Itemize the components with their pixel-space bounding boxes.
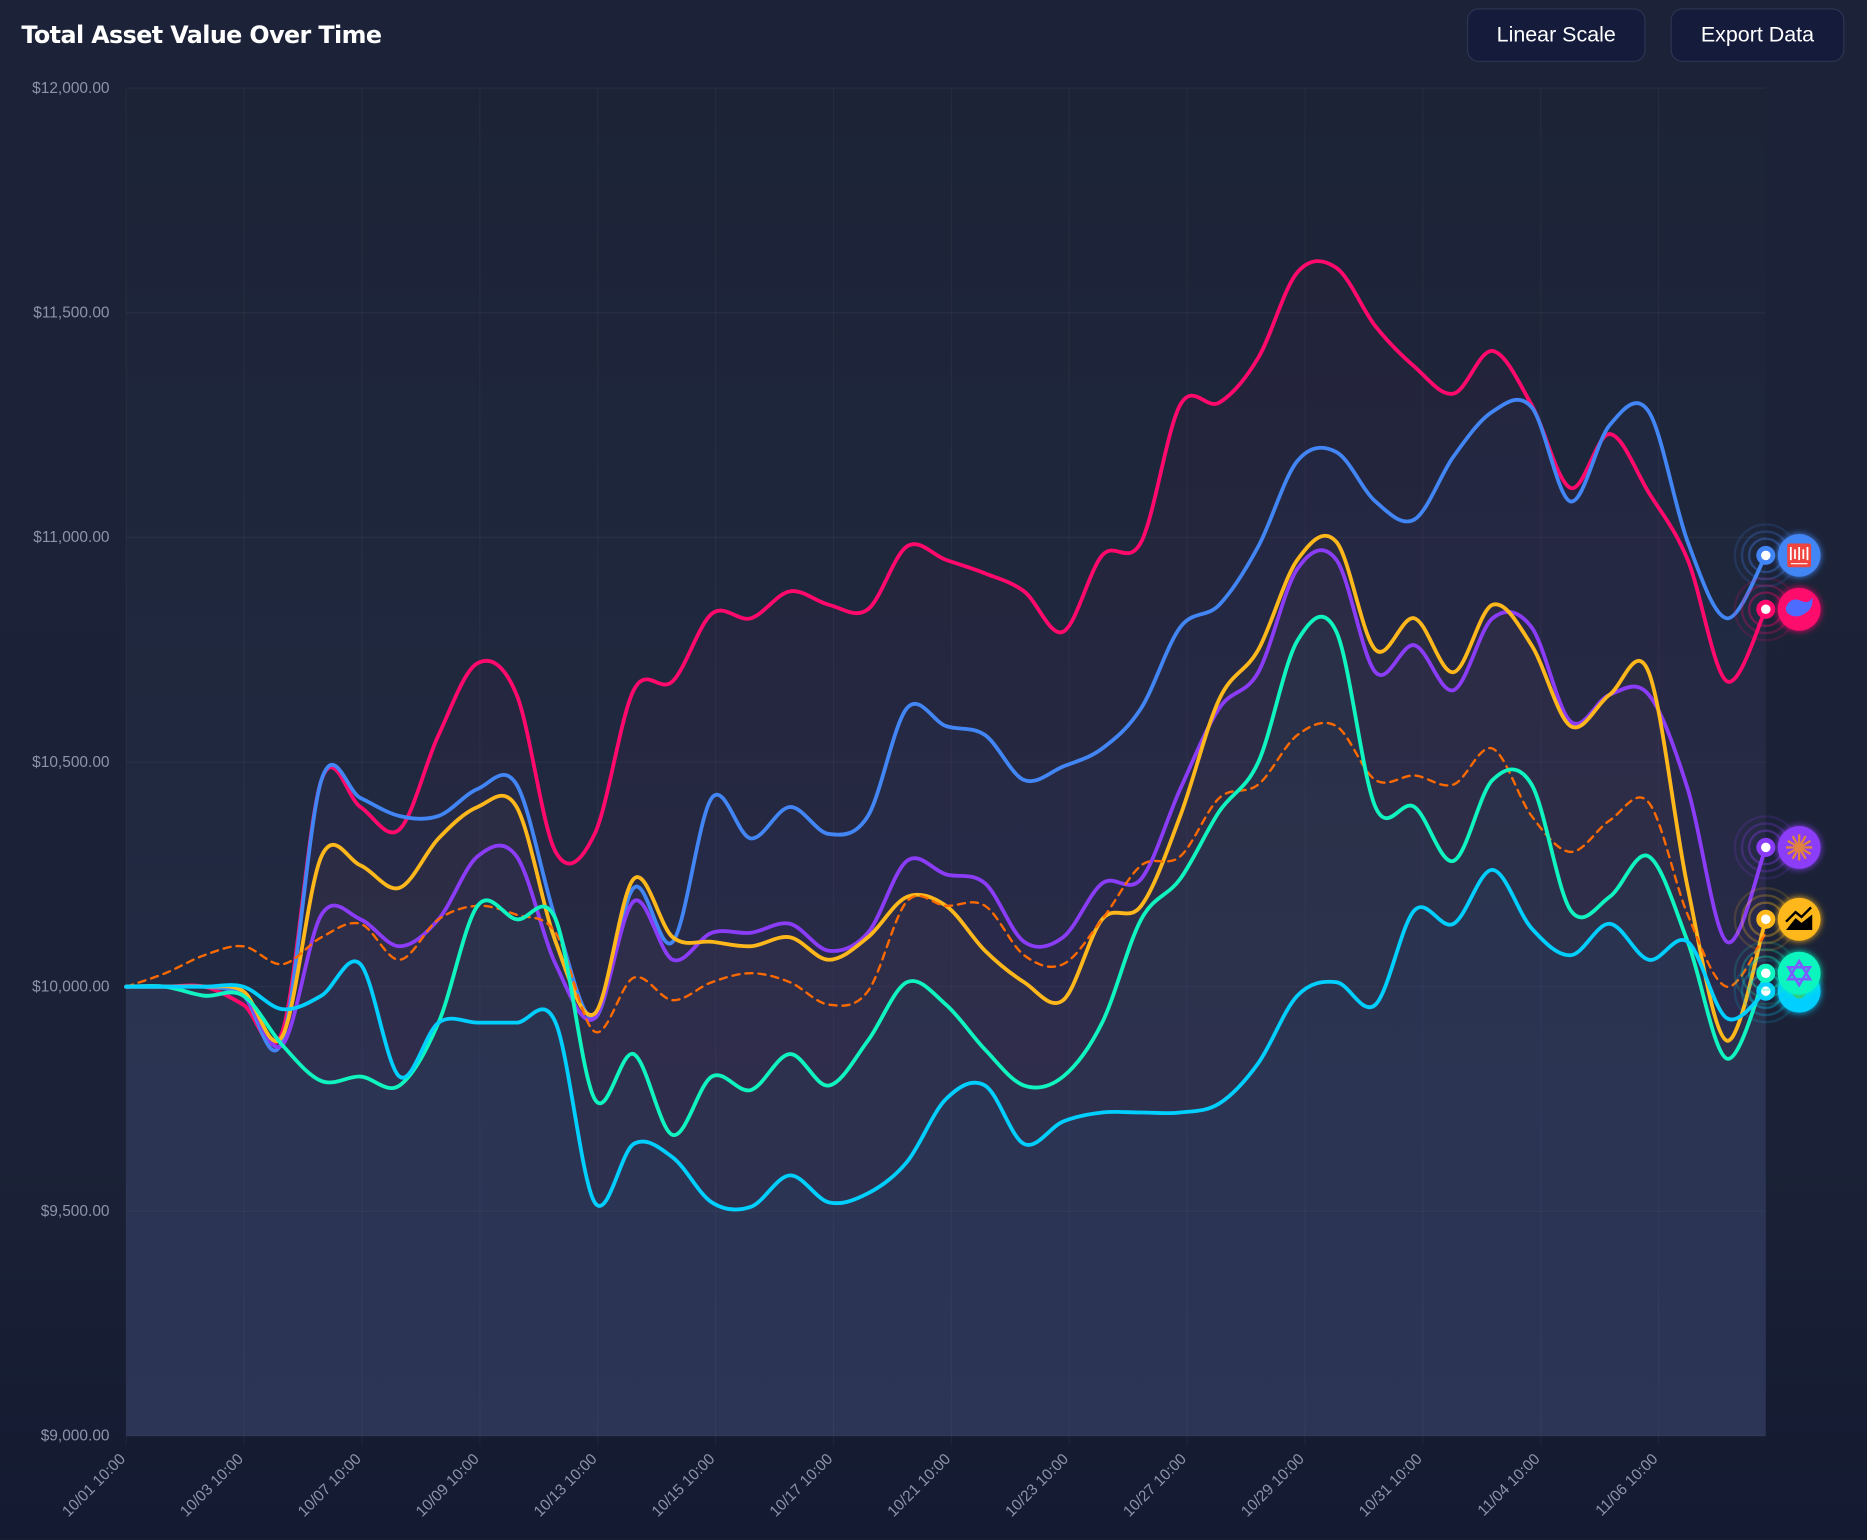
series-end-marker: [1733, 523, 1821, 588]
x-tick-label: 10/09 10:00: [413, 1451, 483, 1521]
x-tick-label: 10/03 10:00: [177, 1451, 247, 1521]
series-end-marker: [1733, 577, 1821, 642]
page-title: Total Asset Value Over Time: [21, 20, 382, 49]
x-tick-label: 10/15 10:00: [649, 1451, 719, 1521]
whale-logo-icon: [1785, 597, 1813, 617]
y-tick-label: $10,000.00: [32, 978, 109, 995]
y-tick-label: $11,000.00: [33, 529, 109, 546]
y-tick-label: $12,000.00: [32, 80, 109, 97]
y-tick-label: $9,500.00: [41, 1203, 110, 1220]
x-tick-label: 10/31 10:00: [1356, 1451, 1426, 1521]
end-dot-center: [1761, 986, 1771, 996]
series-line: [124, 397, 1768, 1053]
x-tick-label: 10/01 10:00: [59, 1451, 129, 1521]
linear-scale-button[interactable]: Linear Scale: [1466, 8, 1646, 62]
end-dot-center: [1761, 842, 1771, 853]
series-line: [124, 548, 1768, 1050]
end-dot-center: [1761, 968, 1771, 978]
x-tick-label: 10/23 10:00: [1002, 1451, 1072, 1521]
end-dot-center: [1761, 550, 1771, 561]
series-end-marker: [1733, 815, 1821, 880]
starburst-logo-icon: [1786, 834, 1813, 861]
x-tick-label: 10/13 10:00: [531, 1451, 601, 1521]
hexagon-knot-logo-icon: [1786, 958, 1813, 988]
series-end-marker: [1733, 941, 1821, 1006]
trend-chart-logo-icon: [1786, 914, 1813, 931]
series-line: [124, 867, 1768, 1212]
series-end-marker: [1733, 887, 1821, 952]
y-tick-label: $11,500.00: [33, 305, 109, 322]
logo-badge: [1777, 951, 1821, 995]
y-tick-label: $9,000.00: [41, 1428, 110, 1445]
x-tick-label: 11/06 10:00: [1592, 1451, 1661, 1520]
plot-area: [126, 88, 1766, 1436]
x-tick-label: 11/04 10:00: [1475, 1451, 1544, 1520]
x-tick-label: 10/29 10:00: [1238, 1451, 1308, 1521]
y-tick-label: $10,500.00: [32, 754, 109, 771]
end-dot-center: [1761, 914, 1771, 925]
x-tick-label: 10/17 10:00: [767, 1451, 837, 1521]
end-dot-center: [1761, 604, 1771, 615]
x-tick-label: 10/21 10:00: [884, 1451, 954, 1521]
series-line: [124, 615, 1768, 1137]
series-line: [124, 259, 1768, 1047]
x-tick-label: 10/07 10:00: [295, 1451, 365, 1521]
series-line: [124, 533, 1768, 1043]
export-data-button[interactable]: Export Data: [1670, 8, 1845, 62]
logo-badge: [1777, 897, 1821, 941]
x-tick-label: 10/27 10:00: [1120, 1451, 1190, 1521]
